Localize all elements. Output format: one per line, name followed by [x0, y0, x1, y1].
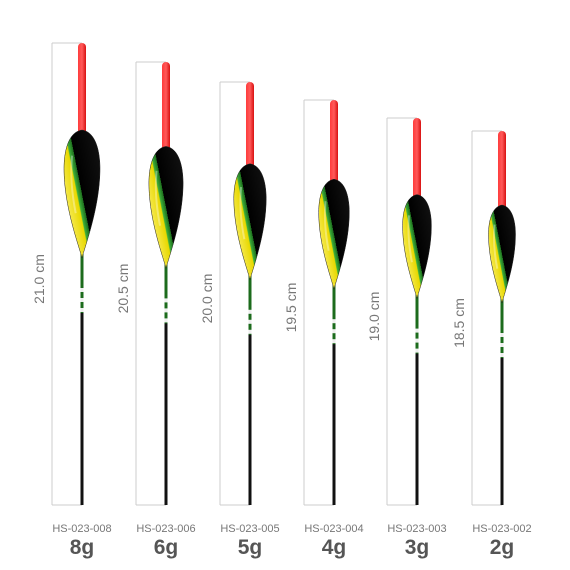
highlight — [70, 155, 77, 214]
length-label: 18.5 cm — [451, 298, 467, 348]
length-label: 21.0 cm — [31, 254, 47, 304]
product-code: HS-023-004 — [304, 523, 363, 535]
weight: 6g — [154, 536, 179, 559]
float-body — [233, 163, 267, 280]
weight: 2g — [490, 536, 515, 559]
product-code: HS-023-003 — [387, 523, 446, 535]
weight: 5g — [238, 536, 263, 559]
float-body — [488, 204, 516, 304]
antenna — [162, 62, 170, 157]
float-body — [63, 129, 101, 259]
antenna — [246, 82, 254, 174]
product-code: HS-023-008 — [52, 523, 111, 535]
length-label: 20.0 cm — [199, 274, 215, 324]
highlight — [492, 224, 499, 269]
antenna — [78, 43, 86, 140]
highlight — [154, 170, 161, 226]
float-body — [402, 194, 432, 299]
weight: 4g — [322, 536, 347, 559]
antenna — [498, 131, 506, 215]
product-code: HS-023-006 — [136, 523, 195, 535]
highlight — [323, 201, 330, 251]
float-body — [148, 146, 184, 269]
length-label: 20.5 cm — [115, 264, 131, 314]
length-label: 19.0 cm — [366, 292, 382, 342]
highlight — [239, 186, 246, 240]
weight: 3g — [405, 536, 430, 559]
float-body — [318, 178, 350, 290]
antenna — [330, 100, 338, 190]
highlight — [407, 215, 413, 263]
product-code: HS-023-002 — [472, 523, 531, 535]
length-label: 19.5 cm — [283, 283, 299, 333]
product-code: HS-023-005 — [220, 523, 279, 535]
antenna — [413, 118, 421, 205]
weight: 8g — [70, 536, 95, 559]
